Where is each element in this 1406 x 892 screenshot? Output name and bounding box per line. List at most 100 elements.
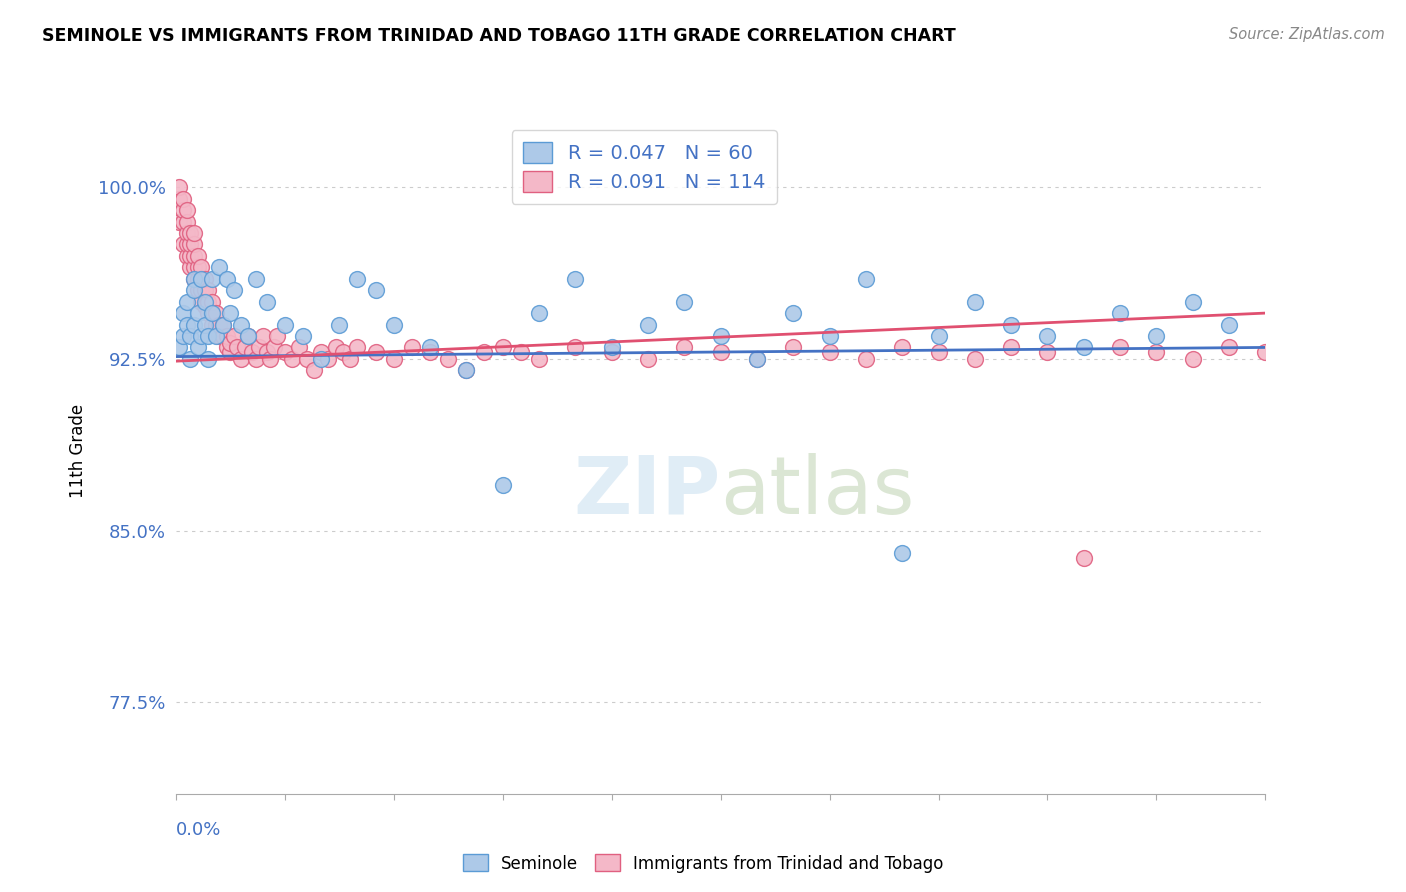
Point bbox=[302, 363, 325, 377]
Point bbox=[309, 345, 332, 359]
Point bbox=[231, 351, 253, 366]
Point bbox=[190, 283, 212, 297]
Point bbox=[204, 306, 226, 320]
Point bbox=[1218, 318, 1240, 332]
Point bbox=[201, 318, 224, 332]
Point bbox=[1399, 351, 1406, 366]
Point bbox=[176, 214, 198, 228]
Point bbox=[179, 237, 201, 252]
Point bbox=[295, 351, 318, 366]
Point bbox=[288, 340, 311, 354]
Text: SEMINOLE VS IMMIGRANTS FROM TRINIDAD AND TOBAGO 11TH GRADE CORRELATION CHART: SEMINOLE VS IMMIGRANTS FROM TRINIDAD AND… bbox=[42, 27, 956, 45]
Point bbox=[437, 351, 460, 366]
Text: 0.0%: 0.0% bbox=[176, 822, 221, 839]
Point bbox=[212, 329, 235, 343]
Point bbox=[194, 294, 217, 309]
Point bbox=[1073, 551, 1095, 566]
Point bbox=[1146, 329, 1168, 343]
Point bbox=[855, 271, 877, 285]
Point bbox=[382, 351, 405, 366]
Point bbox=[190, 294, 212, 309]
Point bbox=[782, 306, 804, 320]
Point bbox=[564, 340, 586, 354]
Point bbox=[183, 283, 205, 297]
Point bbox=[194, 271, 217, 285]
Point bbox=[176, 249, 198, 263]
Point bbox=[346, 340, 368, 354]
Point bbox=[891, 546, 914, 561]
Point bbox=[183, 237, 205, 252]
Point bbox=[963, 351, 986, 366]
Point bbox=[201, 294, 224, 309]
Point bbox=[172, 192, 194, 206]
Point bbox=[1109, 306, 1132, 320]
Point bbox=[928, 345, 950, 359]
Point bbox=[219, 335, 242, 350]
Point bbox=[382, 318, 405, 332]
Point bbox=[325, 340, 347, 354]
Point bbox=[710, 345, 733, 359]
Point bbox=[274, 345, 297, 359]
Point bbox=[183, 249, 205, 263]
Text: atlas: atlas bbox=[721, 452, 915, 531]
Point bbox=[208, 318, 231, 332]
Point bbox=[186, 340, 209, 354]
Point bbox=[186, 249, 209, 263]
Point bbox=[419, 345, 441, 359]
Point bbox=[456, 363, 478, 377]
Y-axis label: 11th Grade: 11th Grade bbox=[69, 403, 87, 498]
Point bbox=[564, 271, 586, 285]
Point bbox=[274, 318, 297, 332]
Point bbox=[201, 306, 224, 320]
Point bbox=[1181, 351, 1204, 366]
Point bbox=[190, 329, 212, 343]
Point bbox=[492, 477, 515, 491]
Point bbox=[710, 329, 733, 343]
Point bbox=[245, 351, 267, 366]
Point bbox=[318, 351, 340, 366]
Point bbox=[256, 345, 278, 359]
Point bbox=[183, 226, 205, 240]
Point bbox=[183, 318, 205, 332]
Point bbox=[637, 318, 659, 332]
Point bbox=[259, 351, 281, 366]
Point bbox=[1146, 345, 1168, 359]
Legend: R = 0.047   N = 60, R = 0.091   N = 114: R = 0.047 N = 60, R = 0.091 N = 114 bbox=[512, 130, 778, 204]
Point bbox=[1109, 340, 1132, 354]
Point bbox=[745, 351, 768, 366]
Point bbox=[492, 340, 515, 354]
Point bbox=[291, 329, 314, 343]
Point bbox=[1327, 340, 1350, 354]
Point bbox=[222, 329, 245, 343]
Point bbox=[419, 340, 441, 354]
Point bbox=[183, 271, 205, 285]
Point bbox=[194, 299, 217, 313]
Point bbox=[172, 306, 194, 320]
Text: Source: ZipAtlas.com: Source: ZipAtlas.com bbox=[1229, 27, 1385, 42]
Point bbox=[172, 214, 194, 228]
Point bbox=[197, 329, 219, 343]
Point bbox=[328, 318, 350, 332]
Point bbox=[266, 329, 288, 343]
Point bbox=[928, 329, 950, 343]
Point bbox=[238, 329, 260, 343]
Point bbox=[401, 340, 423, 354]
Point bbox=[176, 318, 198, 332]
Point bbox=[673, 340, 696, 354]
Point bbox=[637, 351, 659, 366]
Point bbox=[219, 345, 242, 359]
Point bbox=[169, 214, 191, 228]
Point bbox=[222, 283, 245, 297]
Point bbox=[179, 226, 201, 240]
Point bbox=[179, 351, 201, 366]
Point bbox=[240, 345, 263, 359]
Point bbox=[204, 318, 226, 332]
Point bbox=[281, 351, 304, 366]
Point bbox=[256, 294, 278, 309]
Point bbox=[364, 345, 387, 359]
Point bbox=[1364, 345, 1386, 359]
Point bbox=[1036, 345, 1059, 359]
Point bbox=[600, 345, 623, 359]
Point bbox=[782, 340, 804, 354]
Point bbox=[263, 340, 285, 354]
